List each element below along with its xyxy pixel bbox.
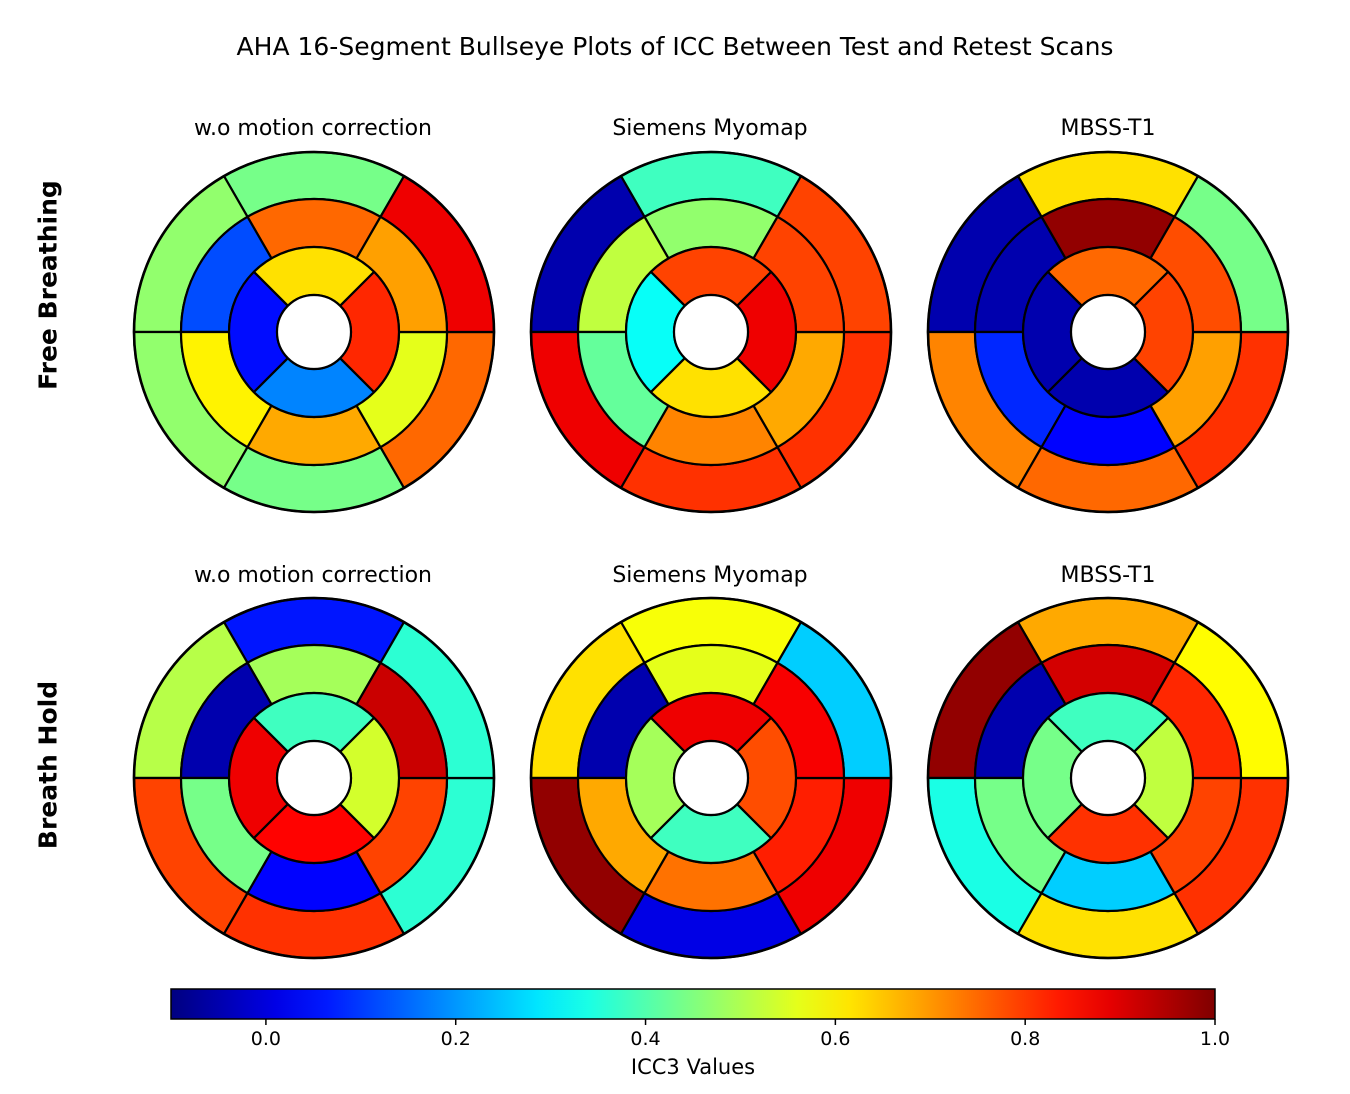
colorbar-tick-label: 0.2 <box>441 1028 471 1050</box>
center-hole <box>672 739 750 817</box>
bullseye-free-siemens-myomap <box>529 150 893 514</box>
panel-title-hold-siemens-myomap: Siemens Myomap <box>612 563 808 588</box>
colorbar-label: ICC3 Values <box>631 1055 755 1079</box>
outer-ring <box>132 150 496 514</box>
bullseye-hold-siemens-myomap <box>529 596 893 960</box>
colorbar-tick-label: 0.6 <box>820 1028 850 1050</box>
colorbar-tick-label: 0.0 <box>251 1028 281 1050</box>
outer-ring <box>926 150 1290 514</box>
colorbar-tick-label: 1.0 <box>1200 1028 1230 1050</box>
colorbar-gradient <box>170 988 1216 1020</box>
bullseye-free-mbss-t1 <box>926 150 1290 514</box>
outer-ring <box>926 596 1290 960</box>
bullseye-hold-mbss-t1 <box>926 596 1290 960</box>
panel-title-hold-wo-motion-correction: w.o motion correction <box>194 563 432 588</box>
panel-title-hold-mbss-t1: MBSS-T1 <box>1060 563 1156 588</box>
panel-title-free-wo-motion-correction: w.o motion correction <box>194 116 432 141</box>
center-hole <box>1069 739 1147 817</box>
center-hole <box>1069 293 1147 371</box>
colorbar-tick-label: 0.4 <box>630 1028 660 1050</box>
outer-ring <box>529 150 893 514</box>
center-hole <box>275 739 353 817</box>
outer-ring <box>529 596 893 960</box>
panel-title-free-mbss-t1: MBSS-T1 <box>1060 116 1156 141</box>
panel-title-free-siemens-myomap: Siemens Myomap <box>612 116 808 141</box>
bullseye-hold-wo-motion-correction <box>132 596 496 960</box>
center-hole <box>672 293 750 371</box>
colorbar: 0.0 0.2 0.4 0.6 0.8 1.0 ICC3 Values <box>170 988 1230 1079</box>
outer-ring <box>132 596 496 960</box>
center-hole <box>275 293 353 371</box>
colorbar-tick-label: 0.8 <box>1010 1028 1040 1050</box>
bullseye-free-wo-motion-correction <box>132 150 496 514</box>
figure-title: AHA 16-Segment Bullseye Plots of ICC Bet… <box>236 32 1114 61</box>
